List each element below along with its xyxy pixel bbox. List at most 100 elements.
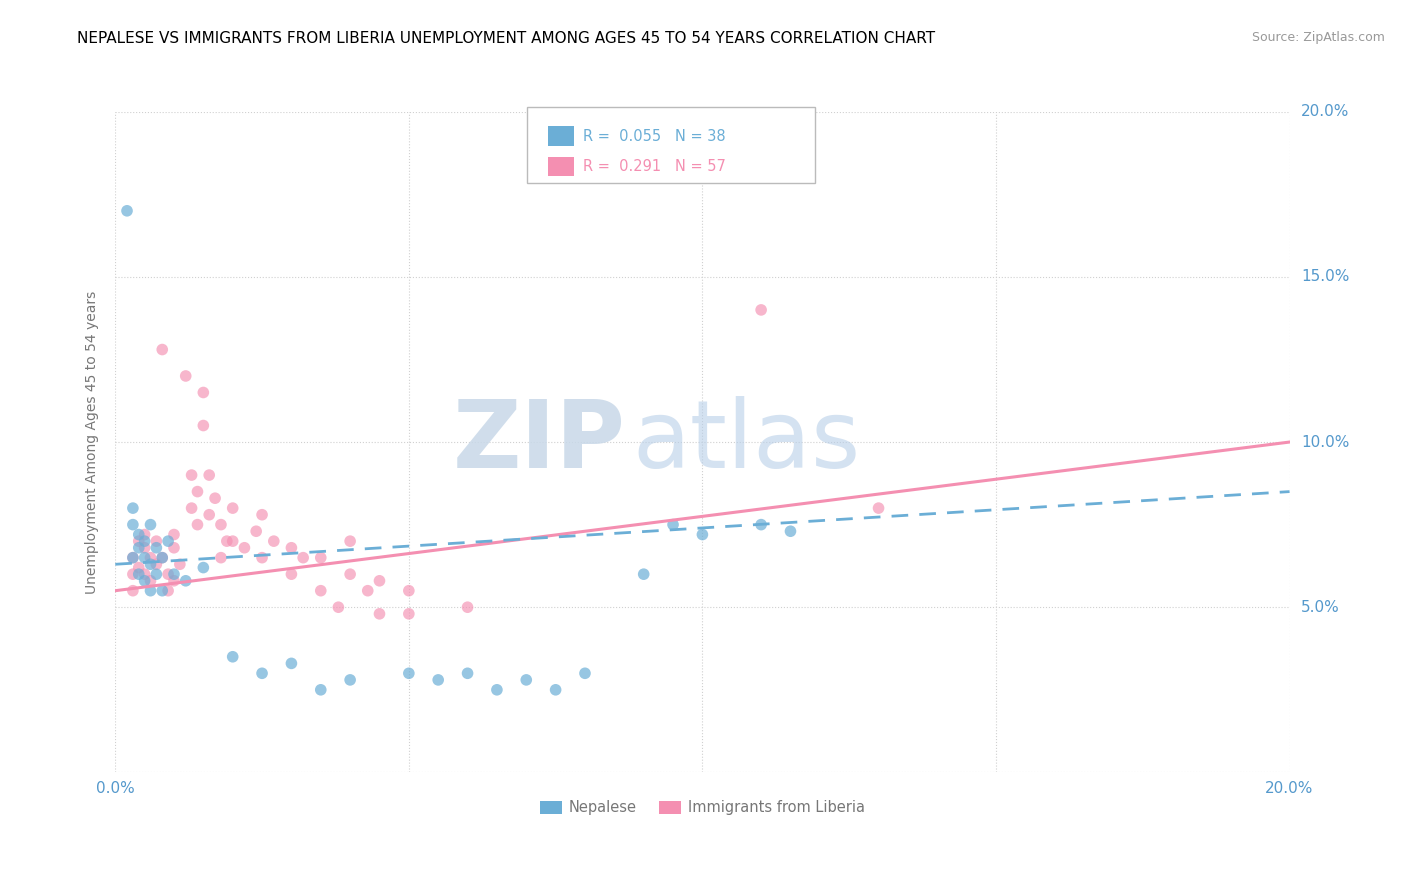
Point (139, 583, 162, 598)
Point (145, 534, 167, 549)
Point (339, 534, 361, 549)
Point (485, 682, 508, 697)
Point (157, 583, 180, 598)
Text: atlas: atlas (631, 396, 860, 488)
Point (174, 574, 197, 588)
Point (180, 501, 202, 516)
Point (198, 468, 221, 483)
Point (157, 567, 180, 582)
Point (150, 550, 173, 565)
Point (280, 541, 302, 555)
Text: NEPALESE VS IMMIGRANTS FROM LIBERIA UNEMPLOYMENT AMONG AGES 45 TO 54 YEARS CORRE: NEPALESE VS IMMIGRANTS FROM LIBERIA UNEM… (77, 31, 935, 46)
Point (398, 607, 420, 621)
Point (779, 524, 801, 539)
Point (222, 649, 245, 664)
Point (250, 666, 273, 681)
Text: 10.0%: 10.0% (1302, 434, 1350, 450)
Point (209, 550, 232, 565)
Point (198, 508, 221, 522)
Point (122, 567, 145, 582)
Point (122, 550, 145, 565)
Point (574, 666, 596, 681)
Point (134, 534, 156, 549)
Point (544, 682, 567, 697)
Point (180, 468, 202, 483)
Point (169, 558, 191, 572)
Point (139, 517, 162, 532)
Point (122, 501, 145, 516)
Point (122, 583, 145, 598)
Text: R =  0.291   N = 57: R = 0.291 N = 57 (583, 159, 727, 174)
Point (134, 527, 156, 541)
Point (309, 550, 332, 565)
Point (280, 657, 302, 671)
Point (250, 508, 273, 522)
Point (328, 600, 350, 615)
Point (128, 567, 150, 582)
Point (398, 583, 420, 598)
Point (186, 517, 208, 532)
Point (150, 343, 173, 357)
Point (186, 484, 208, 499)
Point (209, 517, 232, 532)
Point (222, 534, 245, 549)
Point (139, 558, 162, 572)
Text: 5.0%: 5.0% (1302, 599, 1340, 615)
Point (368, 574, 391, 588)
Point (309, 583, 332, 598)
Point (139, 574, 162, 588)
Point (339, 567, 361, 582)
Text: ZIP: ZIP (453, 396, 626, 488)
Point (427, 673, 450, 687)
Point (368, 607, 391, 621)
Point (457, 600, 479, 615)
Point (134, 550, 156, 565)
Point (163, 574, 186, 588)
Point (292, 550, 315, 565)
Point (457, 666, 479, 681)
Point (128, 527, 150, 541)
Point (163, 541, 186, 555)
Point (222, 501, 245, 516)
Legend: Nepalese, Immigrants from Liberia: Nepalese, Immigrants from Liberia (534, 795, 870, 822)
Point (134, 567, 156, 582)
Point (128, 541, 150, 555)
Point (250, 550, 273, 565)
Point (215, 534, 238, 549)
Point (134, 541, 156, 555)
Point (163, 527, 186, 541)
Point (128, 560, 150, 574)
Point (150, 550, 173, 565)
Point (145, 567, 167, 582)
Point (245, 524, 267, 539)
Point (633, 567, 655, 582)
Point (204, 491, 226, 506)
Point (357, 583, 380, 598)
Point (868, 501, 890, 516)
Point (193, 418, 215, 433)
Text: 15.0%: 15.0% (1302, 269, 1350, 285)
Point (280, 567, 302, 582)
Point (163, 567, 186, 582)
Point (134, 574, 156, 588)
Text: R =  0.055   N = 38: R = 0.055 N = 38 (583, 128, 725, 144)
Point (309, 682, 332, 697)
Point (193, 560, 215, 574)
Point (122, 517, 145, 532)
Y-axis label: Unemployment Among Ages 45 to 54 years: Unemployment Among Ages 45 to 54 years (86, 291, 100, 594)
Point (662, 517, 685, 532)
Point (128, 534, 150, 549)
Point (398, 666, 420, 681)
Point (515, 673, 537, 687)
Point (122, 550, 145, 565)
Point (692, 527, 714, 541)
Point (145, 558, 167, 572)
Point (145, 541, 167, 555)
Text: 20.0%: 20.0% (1302, 104, 1350, 120)
Point (139, 550, 162, 565)
Point (263, 534, 285, 549)
Point (157, 534, 180, 549)
Text: Source: ZipAtlas.com: Source: ZipAtlas.com (1251, 31, 1385, 45)
Point (174, 368, 197, 383)
Point (150, 583, 173, 598)
